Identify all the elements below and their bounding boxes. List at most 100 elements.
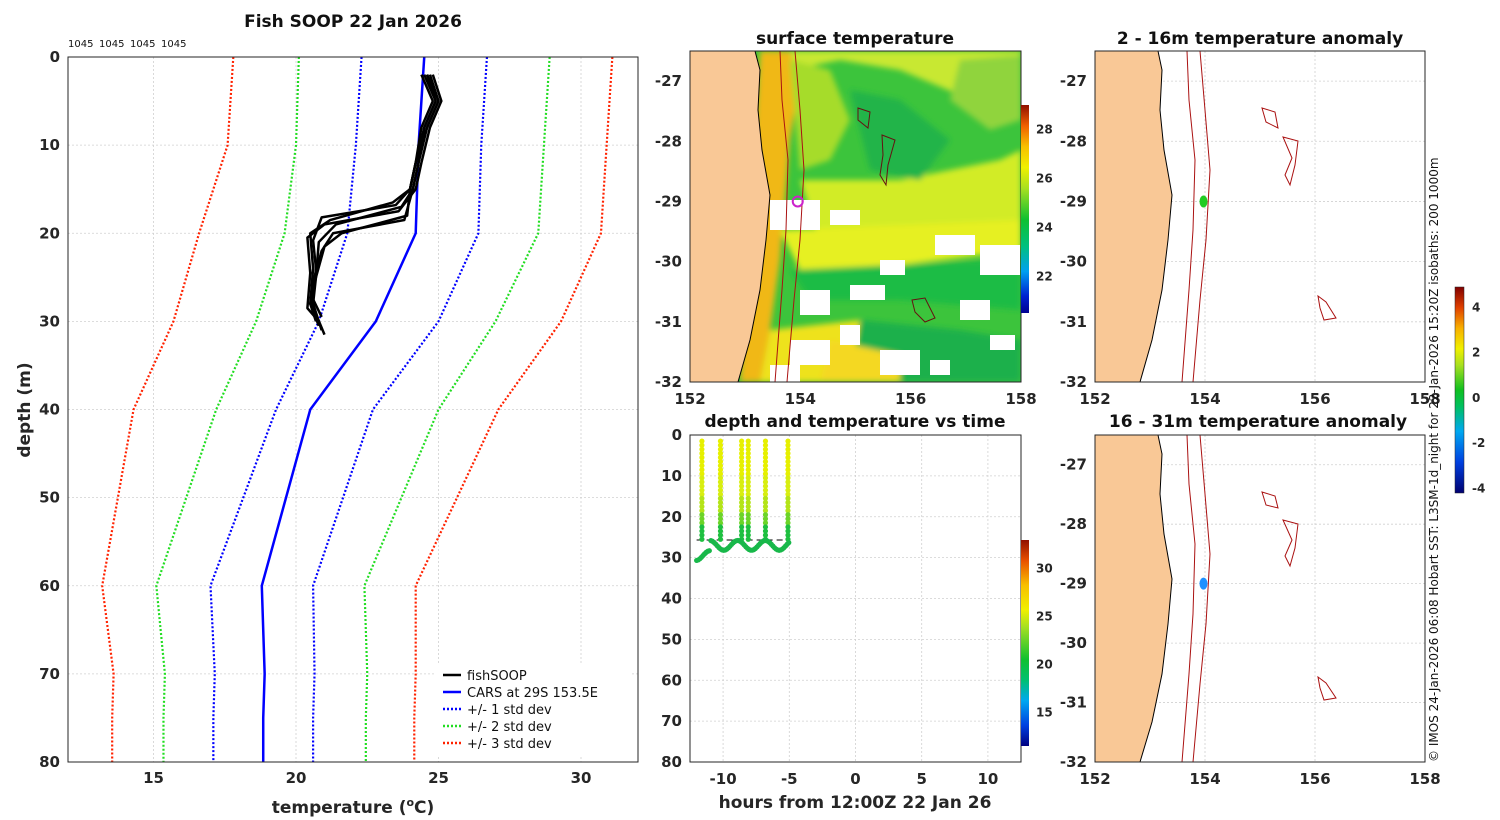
std-line-plus3 — [413, 57, 614, 762]
cast-point — [762, 454, 769, 461]
cast-point — [739, 495, 745, 501]
top-label: 1045 — [99, 39, 124, 50]
legend-label: fishSOOP — [467, 669, 527, 684]
std-line-minus2 — [155, 57, 300, 762]
cast-point — [785, 503, 791, 510]
cast-point — [699, 499, 705, 506]
cast-point — [717, 454, 724, 461]
cast-point — [699, 524, 705, 530]
anomaly-lower-panel: 16 - 31m temperature anomaly 152 154 156 15… — [1060, 412, 1441, 788]
legend-label: CARS at 29S 153.5E — [467, 686, 598, 701]
cast-point — [745, 442, 751, 448]
cast-point — [745, 450, 751, 456]
cast-point — [717, 524, 724, 530]
legend-label: +/- 2 std dev — [467, 720, 552, 735]
lat-tick-label: -32 — [1060, 753, 1087, 771]
cast-point — [785, 512, 791, 518]
profile-legend: fishSOOP CARS at 29S 153.5E +/- 1 std de… — [436, 664, 632, 756]
cast-point — [699, 463, 705, 469]
profile-grid — [68, 56, 638, 763]
sst-ticks: 152 154 156 158 -27 -28 -29 -30 -31 -32 — [655, 72, 1037, 408]
cast-point — [717, 491, 724, 497]
colorbar-tick-label: 22 — [1036, 269, 1053, 283]
cast-point — [745, 512, 751, 518]
profile-xlabel: temperature (oC) — [272, 796, 435, 818]
cast-point — [739, 446, 745, 452]
x-tick-label: 0 — [850, 770, 860, 788]
profile-ticks: 15 20 25 30 0 10 20 30 40 50 60 70 80 — [39, 48, 591, 787]
fishsoop-profile — [311, 74, 440, 318]
cast-point — [699, 536, 705, 542]
cast-point — [717, 528, 724, 534]
y-tick-label: 30 — [661, 549, 682, 567]
anomaly-lower-ticks: 152 154 156 158 -27 -28 -29 -30 -31 -32 — [1060, 456, 1441, 788]
x-tick-label: 10 — [977, 770, 998, 788]
cast-point — [717, 487, 724, 493]
y-tick-label: 70 — [39, 665, 60, 683]
cast-point — [762, 495, 769, 501]
cast-point — [717, 471, 724, 477]
x-tick-label: 30 — [571, 769, 592, 787]
cast-point — [739, 499, 745, 506]
colorbar-tick-label: -4 — [1472, 481, 1485, 495]
cast-point — [699, 516, 705, 522]
y-tick-label: 0 — [672, 426, 682, 444]
cast-point — [785, 454, 791, 461]
cast-point — [739, 467, 745, 473]
cast-point — [739, 524, 745, 530]
cast-point — [762, 491, 769, 497]
cast-point — [745, 524, 751, 530]
cast-point — [717, 532, 724, 538]
lat-tick-label: -27 — [1060, 72, 1087, 90]
y-tick-label: 70 — [661, 712, 682, 730]
cast-point — [717, 442, 724, 448]
timeseries-title: depth and temperature vs time — [705, 412, 1006, 432]
cast-point — [785, 508, 791, 514]
anomaly-colorbar-ticks: -4 -2 0 2 4 — [1472, 300, 1485, 495]
cast-point — [762, 483, 769, 489]
y-tick-label: 10 — [39, 136, 60, 154]
profile-top-labels: 1045 1045 1045 1045 — [68, 39, 186, 50]
cast-point — [745, 499, 751, 506]
lat-tick-label: -28 — [1060, 132, 1087, 150]
cast-point — [745, 458, 751, 465]
y-tick-label: 60 — [39, 577, 60, 595]
cast-point — [762, 520, 769, 526]
cast-point — [745, 467, 751, 473]
y-tick-label: 50 — [661, 630, 682, 648]
cast-point — [785, 516, 791, 522]
y-tick-label: 80 — [661, 753, 682, 771]
anomaly-upper-map — [1095, 51, 1337, 382]
cast-point — [739, 512, 745, 518]
lon-tick-label: 158 — [1005, 390, 1036, 408]
anomaly-upper-title: 2 - 16m temperature anomaly — [1117, 29, 1403, 49]
cast-point — [717, 450, 724, 456]
cast-point — [745, 516, 751, 522]
cast-point — [699, 495, 705, 501]
y-tick-label: 30 — [39, 312, 60, 330]
cast-point — [699, 475, 705, 481]
cast-point — [785, 475, 791, 481]
cast-point — [762, 503, 769, 510]
cast-point — [739, 532, 745, 538]
cast-point — [699, 446, 705, 452]
cast-point — [762, 475, 769, 481]
cast-point — [745, 532, 751, 538]
cast-point — [699, 512, 705, 518]
anomaly-upper-point — [1199, 195, 1208, 208]
anomaly-colorbar — [1454, 286, 1465, 494]
colorbar-tick-label: 15 — [1036, 705, 1053, 719]
cast-point — [745, 475, 751, 481]
cast-point — [785, 495, 791, 501]
cast-point — [762, 516, 769, 522]
cast-point — [762, 458, 769, 465]
colorbar-tick-label: 2 — [1472, 346, 1480, 360]
std-line-minus1 — [209, 57, 363, 762]
cast-point — [745, 491, 751, 497]
lon-tick-label: 156 — [895, 390, 926, 408]
lat-tick-label: -30 — [1060, 253, 1087, 271]
cast-point — [762, 471, 769, 477]
cast-point — [739, 438, 745, 444]
cast-point — [785, 438, 791, 444]
